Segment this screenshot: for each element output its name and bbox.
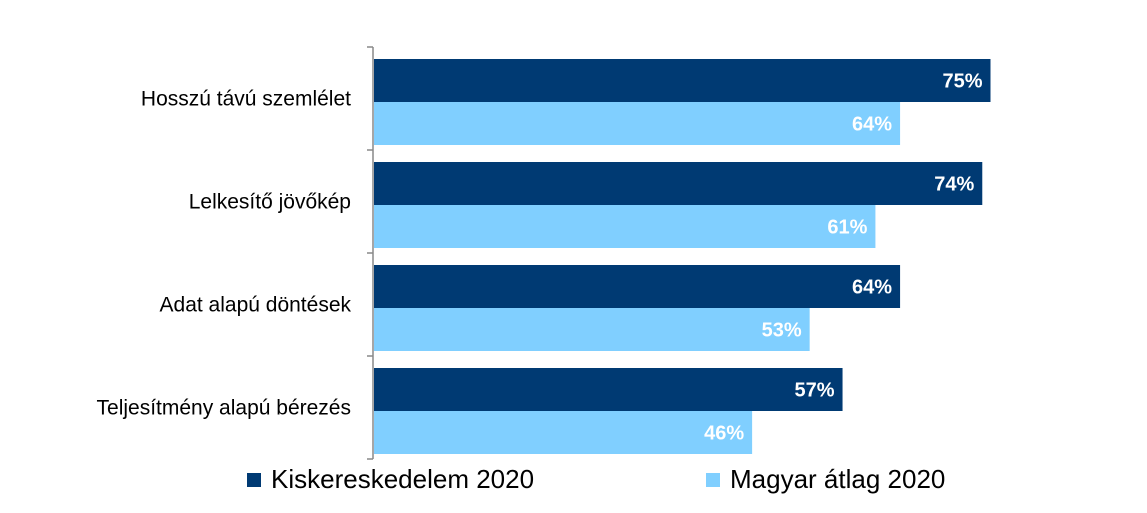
legend-swatch-series-2 [706, 472, 720, 487]
data-label-series-2: 64% [852, 114, 892, 136]
axis-layer [367, 46, 374, 460]
bar-series-2 [374, 205, 876, 248]
data-label-series-2: 53% [762, 320, 802, 342]
legend-swatch-series-1 [247, 472, 261, 487]
data-label-series-2: 61% [827, 217, 867, 239]
category-label: Adat alapú döntések [160, 294, 352, 317]
bar-series-2 [374, 308, 810, 351]
data-label-series-1: 57% [795, 380, 835, 402]
bar-series-1 [374, 59, 991, 102]
category-label: Teljesítmény alapú bérezés [97, 397, 351, 420]
data-label-series-1: 75% [942, 71, 982, 93]
bar-series-2 [374, 411, 753, 454]
legend-label-series-1: Kiskereskedelem 2020 [271, 464, 535, 494]
bar-series-1 [374, 368, 843, 411]
bar-series-1 [374, 162, 983, 205]
bar-layer [374, 59, 991, 454]
bar-chart: Hosszú távú szemlélet 75% 64% Lelkesítő jöv… [97, 46, 991, 460]
label-layer: Hosszú távú szemlélet 75% 64% Lelkesítő jöv… [97, 71, 983, 445]
data-label-series-1: 64% [852, 277, 892, 299]
legend-item-series-1: Kiskereskedelem 2020 [247, 464, 534, 495]
category-label: Lelkesítő jövőkép [189, 191, 351, 214]
legend-item-series-2: Magyar átlag 2020 [706, 464, 945, 495]
category-label: Hosszú távú szemlélet [141, 88, 351, 111]
data-label-series-1: 74% [934, 174, 974, 196]
legend: Kiskereskedelem 2020 Magyar átlag 2020 [0, 464, 1147, 504]
bar-series-1 [374, 265, 901, 308]
bar-series-2 [374, 102, 901, 145]
legend-label-series-2: Magyar átlag 2020 [730, 464, 946, 494]
data-label-series-2: 46% [704, 423, 744, 445]
